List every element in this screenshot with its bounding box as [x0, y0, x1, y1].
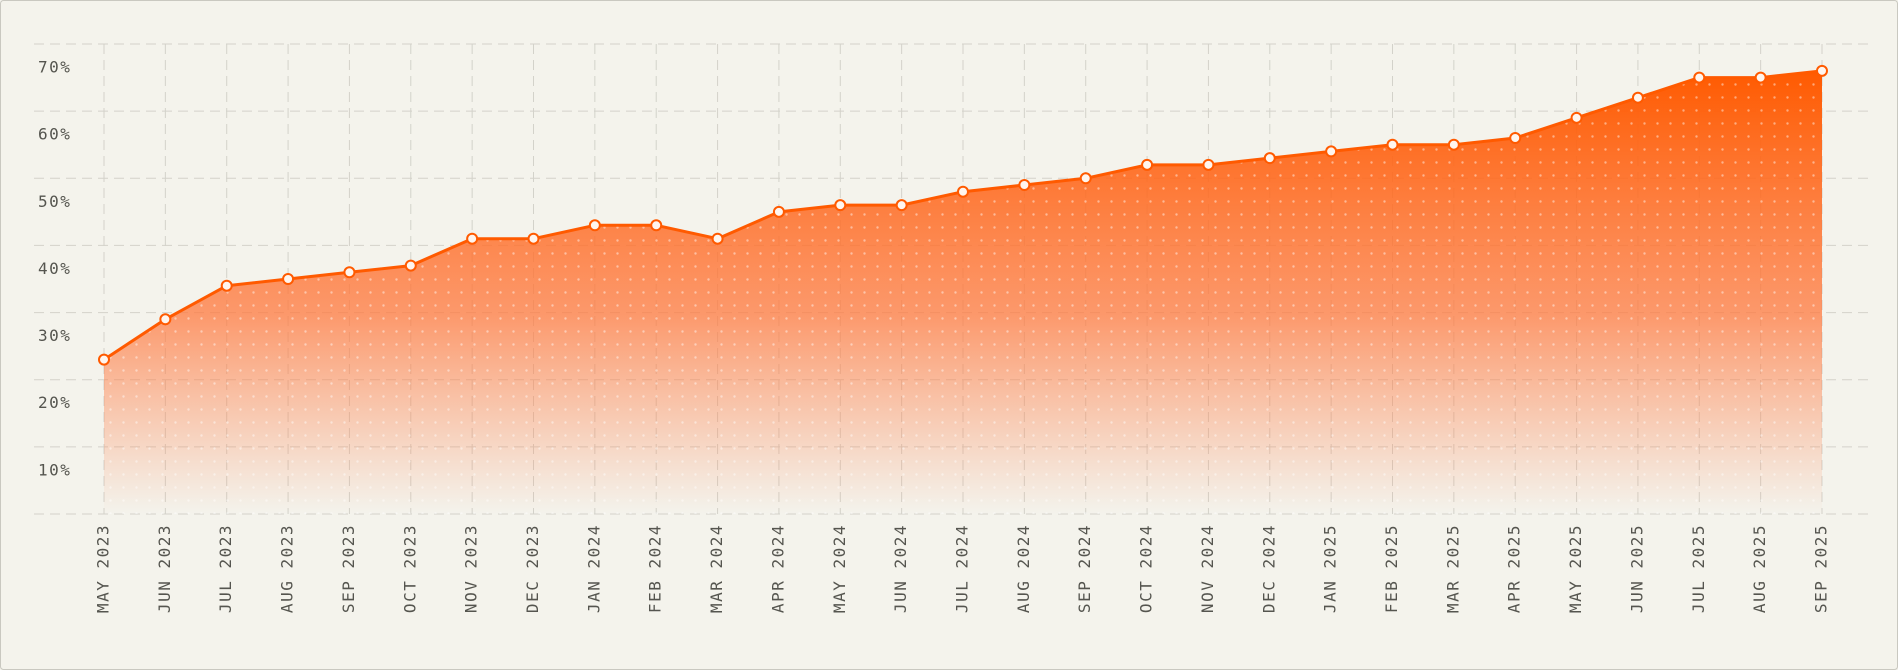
- point: [1141, 158, 1154, 171]
- x-tick-label: JUL 2025: [1689, 524, 1708, 613]
- point: [957, 185, 969, 198]
- point: [466, 232, 479, 245]
- point: [1570, 111, 1583, 124]
- point: [1018, 179, 1031, 191]
- point: [1386, 138, 1399, 151]
- point: [1509, 132, 1522, 144]
- x-tick-label: SEP 2023: [339, 524, 358, 613]
- point: [527, 232, 540, 245]
- point: [1754, 71, 1767, 84]
- x-tick-label: MAY 2023: [94, 524, 113, 613]
- x-tick-label: OCT 2023: [400, 524, 419, 613]
- x-tick-label: AUG 2025: [1750, 524, 1769, 613]
- x-tick-label: MAY 2024: [830, 524, 849, 613]
- point: [772, 205, 785, 218]
- x-tick-label: FEB 2024: [646, 524, 665, 613]
- y-tick-label: 60%: [38, 125, 71, 144]
- point: [1631, 91, 1644, 104]
- y-tick-label: 10%: [38, 460, 71, 479]
- y-tick-label: 30%: [38, 326, 71, 345]
- point: [1079, 172, 1092, 185]
- point: [220, 279, 233, 292]
- point: [588, 219, 601, 232]
- point: [1447, 138, 1460, 151]
- x-tick-label: NOV 2023: [462, 524, 481, 613]
- x-tick-label: DEC 2023: [523, 524, 542, 613]
- x-tick-label: JUN 2025: [1627, 524, 1646, 613]
- x-tick-label: NOV 2024: [1198, 524, 1217, 613]
- y-tick-label: 20%: [38, 393, 71, 412]
- x-tick-label: DEC 2024: [1259, 524, 1278, 613]
- x-tick-label: SEP 2025: [1812, 524, 1831, 613]
- x-tick-label: MAR 2025: [1443, 524, 1462, 613]
- x-tick-label: JUL 2023: [216, 524, 235, 613]
- x-tick-label: JAN 2024: [584, 524, 603, 613]
- point: [404, 259, 417, 272]
- x-tick-label: FEB 2025: [1382, 524, 1401, 613]
- y-tick-label: 50%: [38, 192, 71, 211]
- area-dots: [104, 70, 1822, 514]
- point: [1202, 158, 1215, 171]
- x-tick-label: JUN 2023: [155, 524, 174, 613]
- point: [98, 353, 110, 366]
- point: [1816, 64, 1828, 77]
- point: [650, 219, 663, 232]
- x-tick-label: OCT 2024: [1137, 524, 1156, 613]
- point: [895, 199, 908, 212]
- x-tick-label: SEP 2024: [1075, 524, 1094, 613]
- x-tick-label: AUG 2024: [1014, 524, 1033, 613]
- point: [1325, 145, 1338, 158]
- x-tick-label: JUL 2024: [953, 524, 972, 613]
- point: [159, 313, 172, 326]
- x-tick-label: JUN 2024: [891, 524, 910, 613]
- y-tick-label: 40%: [38, 259, 71, 278]
- x-tick-label: MAY 2025: [1566, 524, 1585, 613]
- point: [1693, 71, 1706, 84]
- x-tick-label: APR 2024: [768, 524, 787, 613]
- point: [343, 266, 356, 279]
- point: [282, 273, 295, 285]
- x-tick-label: MAR 2024: [707, 524, 726, 613]
- y-tick-label: 70%: [38, 58, 71, 77]
- point: [1263, 152, 1276, 165]
- point: [711, 232, 724, 245]
- x-tick-label: AUG 2023: [278, 524, 297, 613]
- point: [834, 199, 847, 212]
- x-tick-label: JAN 2025: [1321, 524, 1340, 613]
- x-tick-label: APR 2025: [1505, 524, 1524, 613]
